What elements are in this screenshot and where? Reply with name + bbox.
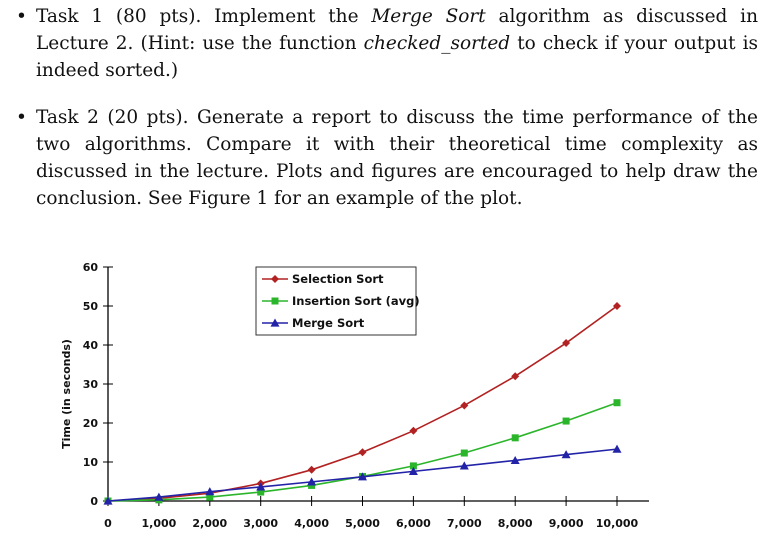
data-point-selection-sort: [409, 426, 418, 435]
x-tick-label: 2,000: [192, 517, 227, 530]
x-tick-label: 0: [104, 517, 112, 530]
y-tick-label: 20: [83, 417, 99, 430]
data-point-merge-sort: [561, 450, 571, 459]
data-point-merge-sort: [358, 472, 367, 481]
data-point-merge-sort: [256, 482, 266, 491]
y-tick-label: 30: [83, 378, 99, 391]
data-point-merge-sort: [103, 496, 113, 505]
data-point-merge-sort: [154, 492, 164, 501]
data-point-selection-sort: [511, 372, 520, 381]
data-point-insertion-sort-avg: [206, 493, 214, 501]
task-1-heading: Task 1 (80 pts).: [36, 6, 202, 27]
y-tick-label: 50: [83, 300, 99, 313]
legend-marker-selection-sort: [271, 275, 279, 283]
task-1-paragraph: Task 1 (80 pts). Implement the Merge Sor…: [36, 3, 758, 84]
x-tick-label: 8,000: [498, 517, 533, 530]
task-1-text-a: Implement the: [201, 6, 372, 27]
data-point-selection-sort: [613, 302, 621, 310]
legend-label-merge-sort: Merge Sort: [292, 316, 365, 330]
data-point-insertion-sort-avg: [511, 434, 519, 442]
y-tick-label: 40: [83, 339, 99, 352]
y-tick-label: 0: [90, 495, 98, 508]
data-point-selection-sort: [358, 448, 367, 457]
task-2-heading: Task 2 (20 pts).: [36, 107, 189, 128]
legend-marker-insertion-sort-avg: [271, 297, 279, 305]
x-tick-label: 6,000: [396, 517, 431, 530]
x-tick-label: 9,000: [549, 517, 584, 530]
y-axis-label: Time (in seconds): [60, 339, 73, 449]
data-point-merge-sort: [459, 461, 469, 470]
x-tick-label: 5,000: [345, 517, 380, 530]
x-tick-label: 4,000: [294, 517, 329, 530]
data-point-insertion-sort-avg: [409, 462, 417, 470]
data-point-merge-sort: [510, 455, 520, 465]
data-point-insertion-sort-avg: [460, 449, 468, 457]
legend-marker-merge-sort: [270, 318, 280, 327]
task-2-paragraph: Task 2 (20 pts). Generate a report to di…: [36, 104, 758, 212]
task-2-item: • Task 2 (20 pts). Generate a report to …: [16, 104, 758, 212]
data-point-selection-sort: [460, 401, 469, 410]
y-tick-label: 60: [83, 261, 99, 274]
data-point-merge-sort: [307, 477, 317, 486]
legend-label-selection-sort: Selection Sort: [292, 272, 384, 286]
task-1-text-b: algorithm as discussed in Lecture 2. (Hi…: [36, 6, 758, 54]
x-tick-label: 3,000: [243, 517, 278, 530]
task-1-text-c: to check if your output is indeed sorted…: [36, 33, 758, 81]
data-point-merge-sort: [205, 487, 215, 496]
task-1-emphasis-checked-sorted: checked_sorted: [363, 33, 511, 54]
data-point-selection-sort: [562, 339, 571, 348]
legend-label-insertion-sort-avg: Insertion Sort (avg): [292, 294, 420, 308]
data-point-insertion-sort-avg: [613, 399, 621, 407]
task-1-item: • Task 1 (80 pts). Implement the Merge S…: [16, 3, 758, 84]
bullet: •: [16, 107, 27, 128]
task-2-text: Generate a report to discuss the time pe…: [36, 107, 758, 209]
bullet: •: [16, 6, 27, 27]
x-tick-label: 7,000: [447, 517, 482, 530]
data-point-insertion-sort-avg: [257, 488, 265, 496]
task-1-emphasis-merge-sort: Merge Sort: [371, 6, 486, 27]
x-tick-label: 10,000: [596, 517, 639, 530]
x-tick-label: 1,000: [142, 517, 177, 530]
data-point-merge-sort: [612, 444, 622, 453]
time-performance-chart: 0 10 20 30 40 50 60 0 1,000 2,000 3,000 4,000 5,000 6…: [60, 261, 649, 530]
y-tick-label: 10: [83, 456, 99, 469]
data-point-merge-sort: [408, 466, 418, 475]
data-point-insertion-sort-avg: [562, 417, 570, 425]
data-point-selection-sort: [307, 465, 316, 474]
